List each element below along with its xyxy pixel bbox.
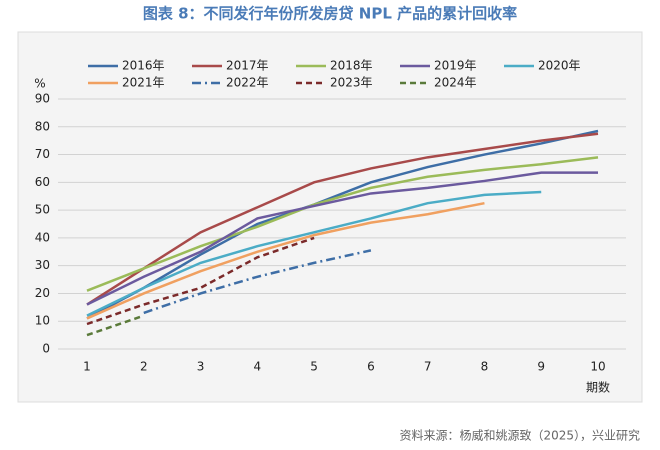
x-tick-label: 2 <box>140 360 148 374</box>
y-tick-label: 0 <box>42 342 50 356</box>
series-line <box>86 190 542 317</box>
x-tick-label: 4 <box>254 360 262 374</box>
series-line <box>86 236 315 326</box>
series-line <box>86 132 599 306</box>
series-line <box>86 201 485 320</box>
x-tick-label: 5 <box>310 360 318 374</box>
legend-label: 2018年 <box>330 59 373 73</box>
x-tick-label: 9 <box>537 360 545 374</box>
y-tick-label: 50 <box>35 203 50 217</box>
x-tick-label: 10 <box>590 360 605 374</box>
series-line <box>86 171 599 306</box>
y-tick-label: 60 <box>35 175 50 189</box>
x-tick-label: 1 <box>83 360 91 374</box>
series-line <box>86 156 599 292</box>
source-note: 资料来源：杨威和姚源致（2025），兴业研究 <box>399 428 640 443</box>
y-tick-label: 90 <box>35 92 50 106</box>
series-line <box>86 129 599 320</box>
legend-label: 2022年 <box>226 76 269 90</box>
legend-label: 2020年 <box>538 59 581 73</box>
y-tick-label: 20 <box>35 286 50 300</box>
y-tick-label: 30 <box>35 258 50 272</box>
x-tick-label: 6 <box>367 360 375 374</box>
series-line <box>86 314 145 337</box>
chart-title: 图表 8：不同发行年份所发房贷 NPL 产品的累计回收率 <box>143 5 517 23</box>
y-axis-label: % <box>34 77 45 91</box>
x-tick-label: 3 <box>197 360 205 374</box>
y-tick-label: 10 <box>35 314 50 328</box>
series-line <box>143 249 372 315</box>
y-tick-label: 80 <box>35 119 50 133</box>
legend-label: 2024年 <box>434 76 477 90</box>
plot-panel <box>17 31 643 403</box>
y-tick-label: 70 <box>35 147 50 161</box>
legend-label: 2017年 <box>226 59 269 73</box>
legend-label: 2019年 <box>434 59 477 73</box>
legend-label: 2021年 <box>122 76 165 90</box>
y-tick-label: 40 <box>35 230 50 244</box>
x-tick-label: 7 <box>424 360 432 374</box>
x-tick-label: 8 <box>481 360 489 374</box>
legend-label: 2023年 <box>330 76 373 90</box>
x-axis-label: 期数 <box>586 380 610 395</box>
legend-label: 2016年 <box>122 59 165 73</box>
